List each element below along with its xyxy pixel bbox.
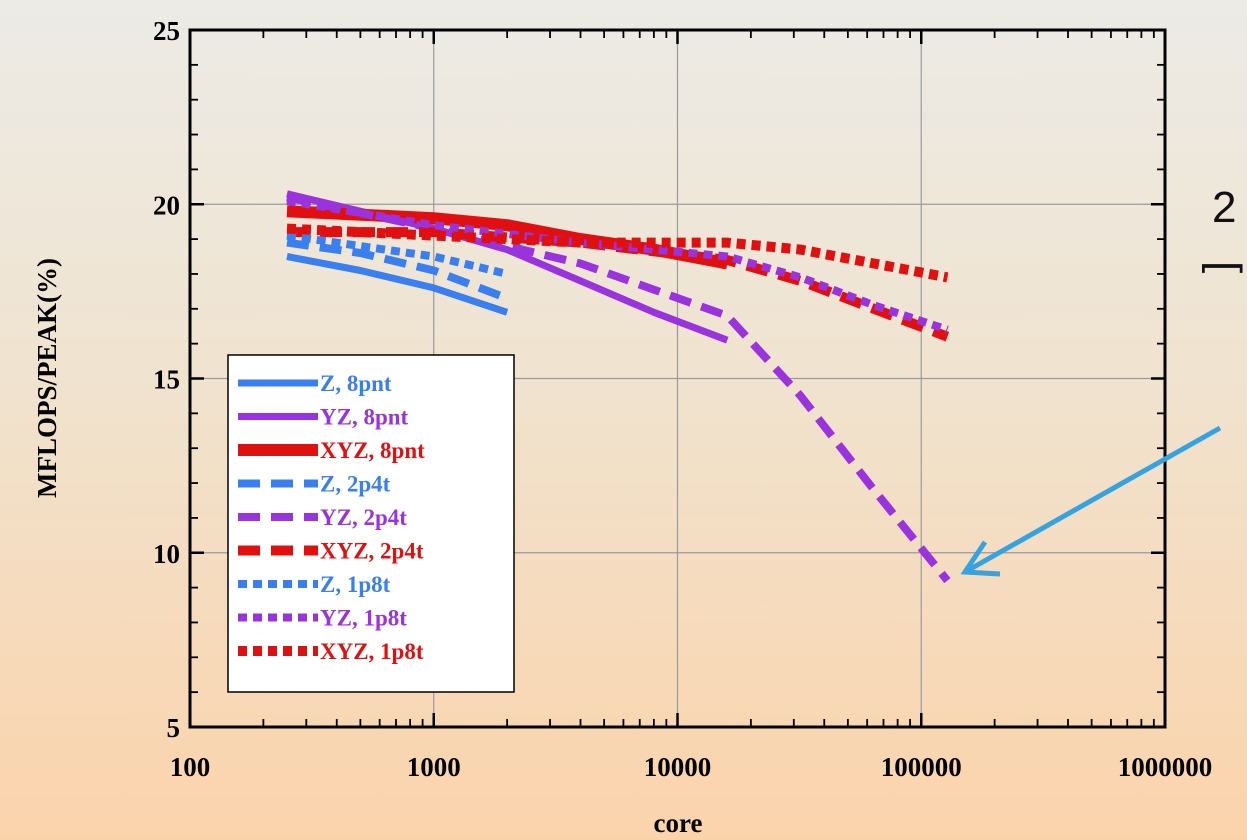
x-tick-label: 1000000 xyxy=(1118,752,1213,782)
legend-box xyxy=(227,354,515,693)
series-line xyxy=(286,196,949,334)
legend-label: XYZ, 8pnt xyxy=(320,438,425,463)
annotation xyxy=(960,425,1222,577)
y-tick-label: 25 xyxy=(153,16,180,46)
legend-label: XYZ, 1p8t xyxy=(320,639,424,664)
x-tick-label: 10000 xyxy=(644,752,712,782)
x-tick-label: 1000 xyxy=(407,752,461,782)
y-axis-title: MFLOPS/PEAK(%) xyxy=(32,258,62,498)
y-tick-label: 10 xyxy=(153,539,180,569)
series-line xyxy=(286,253,509,316)
legend-label: Z, 1p8t xyxy=(320,572,391,597)
legend-label: YZ, 1p8t xyxy=(320,606,407,631)
legend: Z, 8pnt YZ, 8pnt XYZ, 8pnt Z, 2p4t YZ, 2p4t X… xyxy=(227,354,515,693)
series-line xyxy=(287,227,950,342)
legend-label: YZ, 2p4t xyxy=(320,505,407,530)
side-text: 2 xyxy=(1212,183,1236,232)
series-line xyxy=(286,231,509,278)
y-tick-label: 5 xyxy=(167,713,181,743)
series-line xyxy=(286,223,949,283)
x-tick-label: 100 xyxy=(170,752,211,782)
y-tick-label: 15 xyxy=(153,365,180,395)
annotation-arrow xyxy=(963,425,1222,575)
series-layer xyxy=(286,190,951,584)
axis-ticks xyxy=(188,28,1167,729)
x-axis-title: core xyxy=(654,808,703,838)
legend-label: Z, 2p4t xyxy=(320,472,391,497)
legend-label: XYZ, 2p4t xyxy=(320,539,424,564)
tick-labels: 100 1000 10000 100000 1000000 5 10 15 20 25 xyxy=(153,16,1212,782)
side-glyph: [ xyxy=(1201,261,1247,273)
legend-label: YZ, 8pnt xyxy=(320,405,409,430)
legend-label: Z, 8pnt xyxy=(320,371,392,396)
series-line xyxy=(286,238,509,303)
annotation-arrowhead xyxy=(960,540,1001,577)
x-tick-label: 100000 xyxy=(881,752,962,782)
y-tick-label: 20 xyxy=(153,190,180,220)
